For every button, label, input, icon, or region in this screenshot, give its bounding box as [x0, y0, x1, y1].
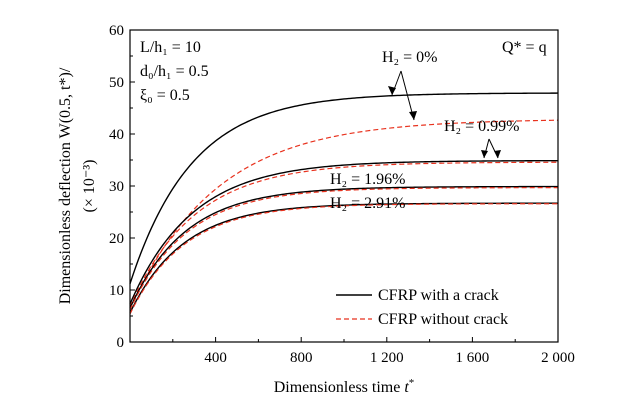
arrowhead-h2-099-left: [481, 150, 488, 158]
ticks-layer: 400 800 1 200 1 600 2 000 0 10 20 30 40 50 60: [109, 23, 575, 366]
series-line-1-dashed: [129, 119, 559, 311]
y-tick-label: 20: [109, 231, 124, 247]
legend-label-with-crack: CFRP with a crack: [378, 287, 499, 304]
series-line-5-dashed: [129, 187, 559, 311]
annotation-arrows: [391, 70, 499, 159]
annotation-h2-099: H₂ = 0.99%: [444, 118, 519, 135]
y-tick-label: 10: [109, 283, 124, 299]
x-tick-label: 1 600: [456, 350, 490, 366]
arrowhead-h2-0-right: [409, 111, 417, 120]
y-tick-label: 0: [117, 335, 125, 351]
y-tick-label: 30: [109, 179, 124, 195]
series-line-2-solid: [129, 159, 558, 305]
annotation-h2-196: H₂ = 1.96%: [330, 171, 405, 188]
y-tick-label: 50: [109, 75, 124, 91]
x-tick-label: 400: [204, 350, 227, 366]
curves-layer: [129, 92, 559, 315]
param-L-over-h1: L/h₁ = 10: [140, 39, 201, 56]
y-axis-title-line2: (× 10⁻³): [81, 160, 98, 213]
series-line-3-dashed: [129, 161, 559, 307]
annotation-h2-291: H₂ = 2.91%: [330, 195, 405, 212]
x-axis-title-var: t: [404, 379, 409, 396]
x-tick-label: 2 000: [541, 350, 575, 366]
series-line-4-solid: [129, 185, 558, 309]
series-line-0-solid: [129, 92, 559, 284]
y-tick-label: 40: [109, 127, 124, 143]
y-tick-label: 60: [109, 23, 124, 39]
annotation-h2-0: H₂ = 0%: [382, 49, 437, 66]
legend-label-without-crack: CFRP without crack: [378, 311, 508, 328]
param-xi0: ξ₀ = 0.5: [140, 87, 190, 104]
y-axis-title-line1: Dimensionless deflection W(0.5, t*)/: [57, 67, 74, 304]
x-axis-title-sup: *: [409, 377, 415, 389]
x-tick-label: 800: [290, 350, 313, 366]
x-axis-title-main: Dimensionless time: [274, 379, 405, 396]
param-d0-over-h1: d₀/h₁ = 0.5: [140, 63, 209, 80]
series-line-6-solid: [129, 202, 558, 314]
arrowhead-h2-099-right: [494, 150, 501, 158]
param-load: Q* = q: [502, 39, 547, 56]
arrowhead-h2-0-left: [388, 86, 396, 95]
x-axis-title: Dimensionless time t*: [274, 377, 415, 396]
legend: CFRP with a crack CFRP without crack: [336, 287, 508, 328]
annotation-arrowheads: [388, 86, 501, 158]
x-tick-label: 1 200: [370, 350, 404, 366]
